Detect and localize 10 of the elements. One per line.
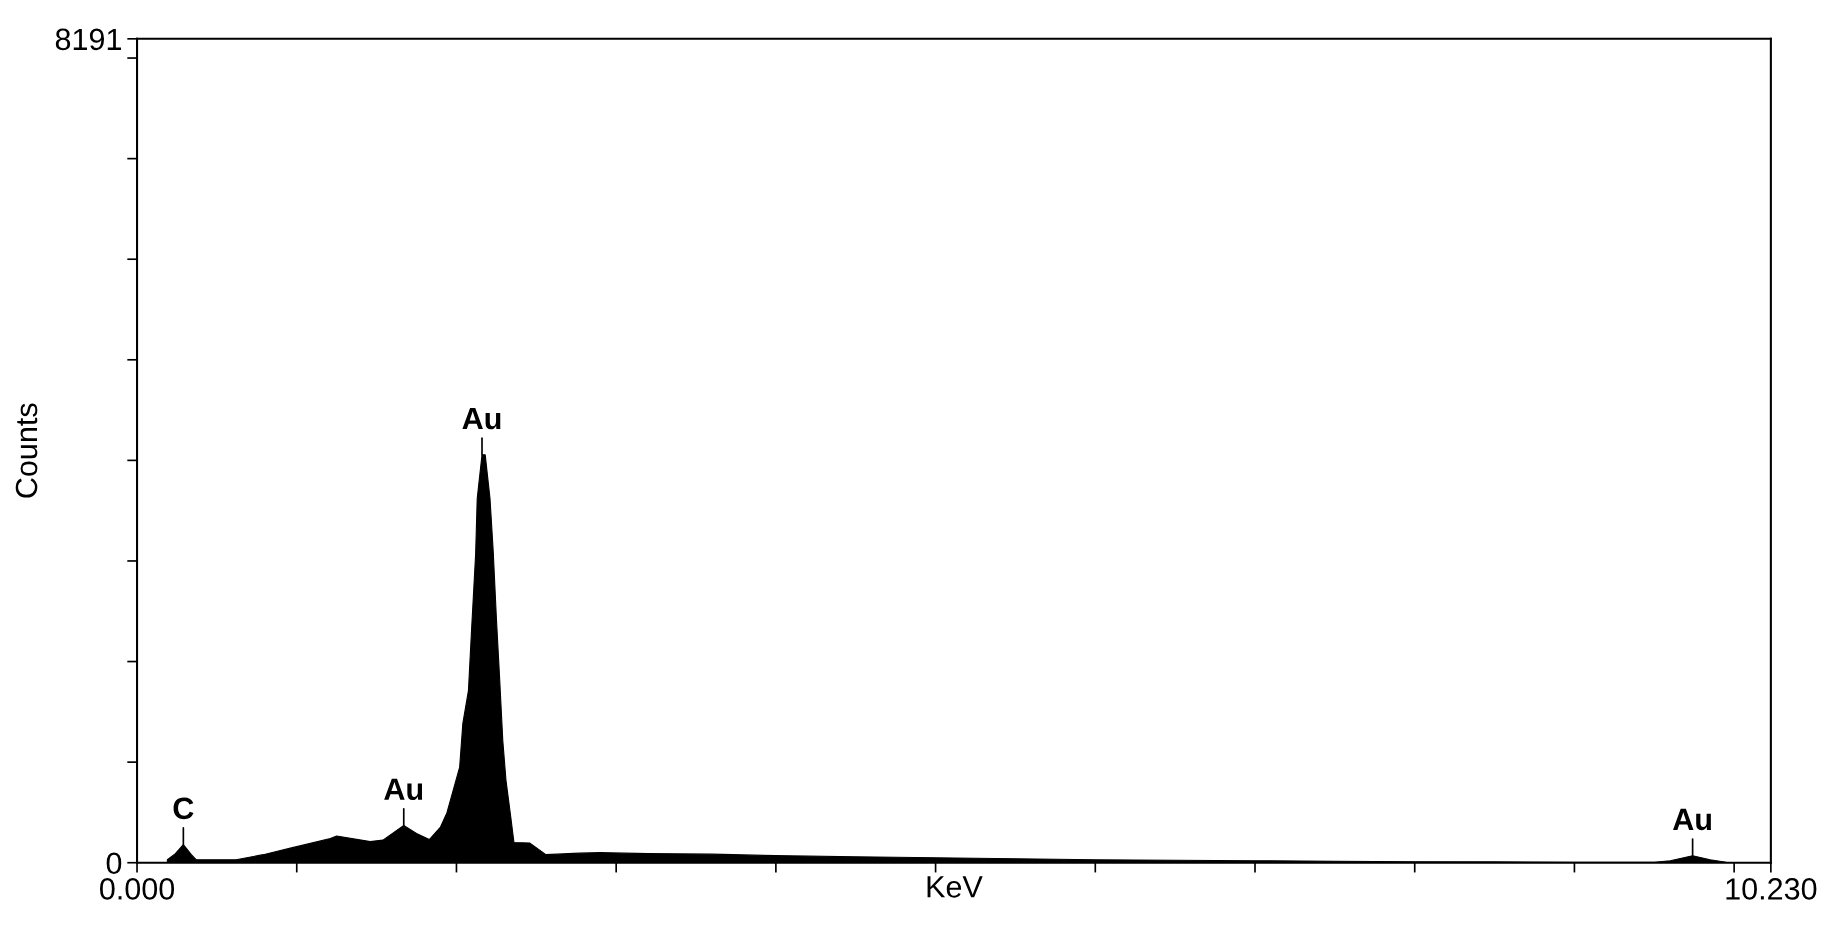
y-tick-label: 8191: [55, 28, 121, 51]
x-tick-label: 10.230: [1726, 878, 1817, 900]
x-tick-label: 0.000: [100, 878, 175, 900]
annotation: Au: [1673, 808, 1711, 831]
y-axis-title: Counts: [15, 403, 38, 498]
annotation: C: [173, 797, 194, 820]
annotation: Au: [462, 408, 501, 430]
annotation: Au: [384, 778, 423, 801]
x-axis-title: KeV: [927, 876, 983, 898]
y-tick-label: 0: [106, 852, 122, 875]
